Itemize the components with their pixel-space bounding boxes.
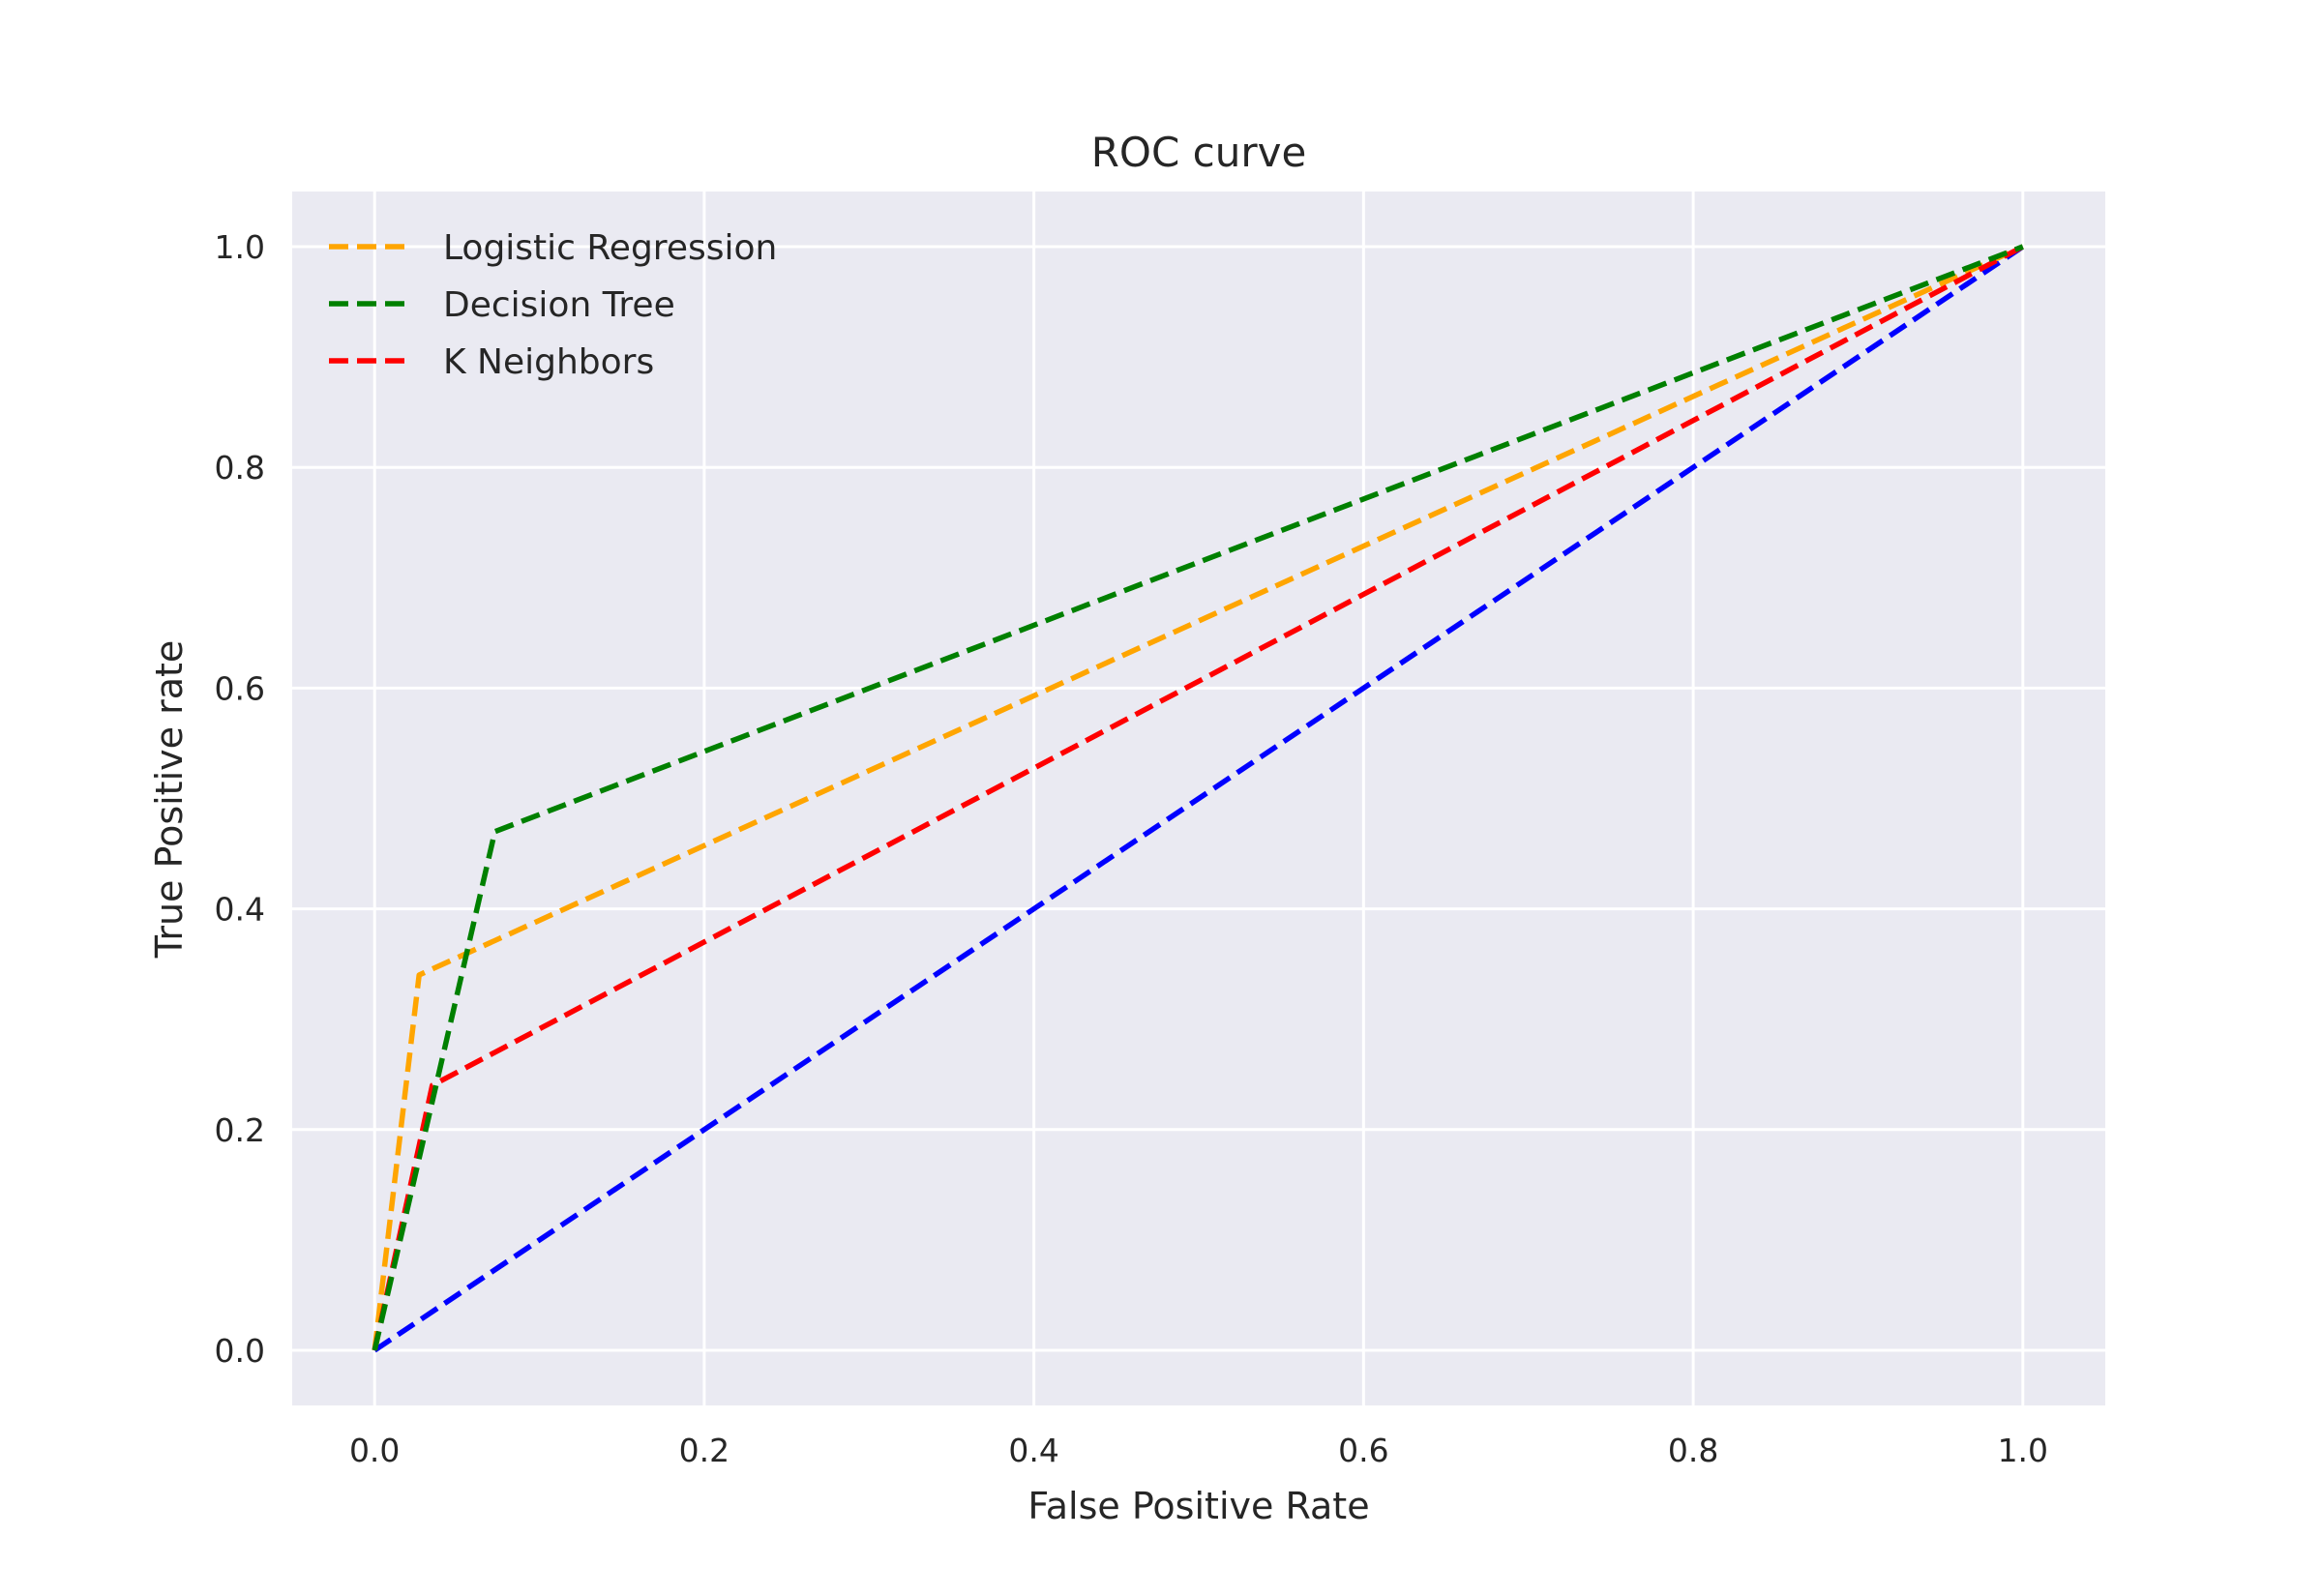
y-tick-label: 0.2 [215, 1111, 265, 1149]
x-tick-label: 0.6 [1338, 1432, 1388, 1469]
legend-label-decision-tree: Decision Tree [443, 285, 675, 325]
x-tick-label: 0.8 [1668, 1432, 1718, 1469]
y-tick-label: 0.8 [215, 449, 265, 487]
x-tick-label: 0.4 [1008, 1432, 1058, 1469]
decision-tree-line [372, 244, 2024, 1351]
x-tick-label: 1.0 [1998, 1432, 2048, 1469]
y-tick-label: 1.0 [215, 228, 265, 266]
y-tick-label: 0.6 [215, 669, 265, 707]
legend: Logistic Regression Decision Tree K Neighb… [329, 228, 777, 382]
baseline-line [372, 244, 2025, 1353]
y-tick-label: 0.4 [215, 891, 265, 929]
x-tick-label: 0.0 [349, 1432, 400, 1469]
y-axis-label: True Positive rate [148, 640, 191, 960]
logistic-regression-line [372, 244, 2024, 1351]
y-tick-labels: 0.0 0.2 0.4 0.6 0.8 1.0 [215, 228, 265, 1370]
y-tick-label: 0.0 [215, 1332, 265, 1370]
x-tick-label: 0.2 [679, 1432, 729, 1469]
x-tick-labels: 0.0 0.2 0.4 0.6 0.8 1.0 [349, 1432, 2048, 1469]
legend-label-k-neighbors: K Neighbors [443, 342, 654, 382]
legend-label-logistic-regression: Logistic Regression [443, 228, 777, 268]
x-axis-label: False Positive Rate [1027, 1485, 1369, 1527]
series-lines [372, 244, 2025, 1353]
chart-title: ROC curve [1091, 129, 1307, 176]
